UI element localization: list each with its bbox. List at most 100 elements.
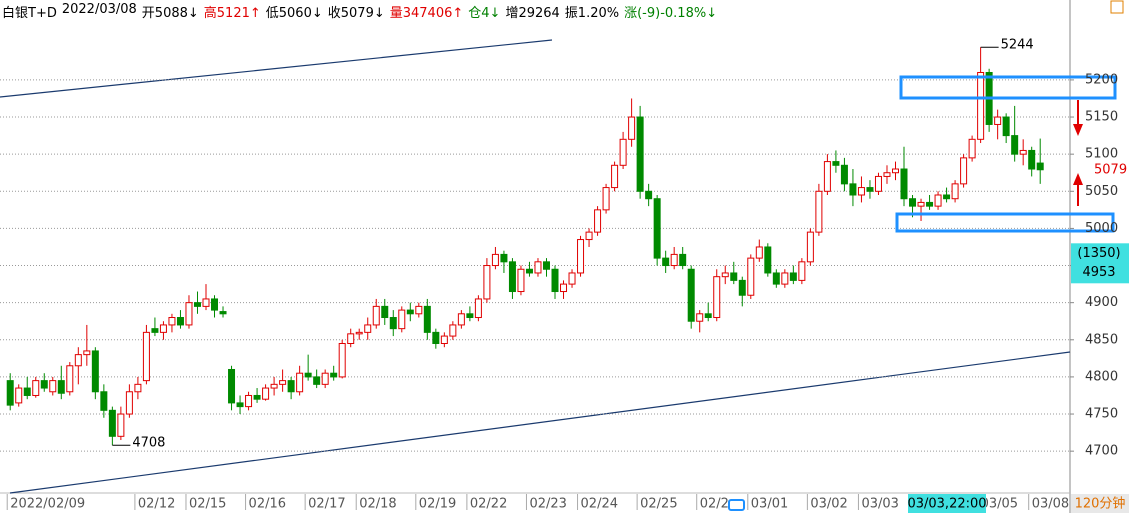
candle-body <box>730 272 738 281</box>
y-tick-label: 5150 <box>1085 110 1118 125</box>
candle-body <box>585 231 593 241</box>
scroll-icon[interactable] <box>728 499 745 511</box>
candle-body <box>696 313 704 322</box>
candle-body <box>1028 149 1036 170</box>
candle-body <box>321 372 329 385</box>
x-tick-label: 03/08 <box>1032 497 1069 512</box>
candle-body <box>891 168 899 174</box>
cursor-time-box <box>908 494 986 513</box>
candle-body <box>415 305 423 315</box>
candle-body <box>687 268 695 322</box>
header-item: 量347406↑ <box>389 6 464 21</box>
candle-body <box>32 380 40 396</box>
x-tick-label: 03/05 <box>981 497 1018 512</box>
cursor-time: 03/03,22:00 <box>907 497 986 512</box>
candle-body <box>15 387 23 404</box>
x-tick-label: 02/22 <box>470 497 507 512</box>
candle-body <box>270 383 278 389</box>
candle-body <box>909 198 917 207</box>
settings-icon[interactable] <box>1110 0 1124 14</box>
candle-body <box>347 333 355 345</box>
candle-body <box>517 268 525 293</box>
candle-body <box>1019 149 1027 155</box>
x-tick-label: 03/02 <box>810 497 847 512</box>
x-tick-label: 2022/02/09 <box>10 497 85 512</box>
candle-body <box>645 190 653 200</box>
candle-body <box>176 317 184 326</box>
min-label: 4708 <box>132 436 165 451</box>
candle-body <box>202 298 210 307</box>
candle-body <box>91 350 99 393</box>
candle-body <box>279 380 287 385</box>
candle-body <box>806 231 814 263</box>
candle-body <box>432 331 440 345</box>
candle-body <box>619 138 627 166</box>
y-tick-label: 4900 <box>1085 295 1118 310</box>
trend-line <box>0 39 553 98</box>
candle-body <box>577 239 585 274</box>
candle-body <box>917 201 925 207</box>
candle-body <box>134 383 142 393</box>
candle-body <box>381 305 389 319</box>
candle-body <box>628 116 636 140</box>
candle-body <box>542 261 550 270</box>
candle-body <box>125 391 133 415</box>
candle-body <box>211 298 219 311</box>
candle-body <box>6 380 14 406</box>
header-item: 仓4↓ <box>468 6 501 21</box>
candle-body <box>849 183 857 196</box>
candle-body <box>74 354 82 367</box>
candle-body <box>219 311 227 315</box>
candle-body <box>193 302 201 307</box>
candle-body <box>245 394 253 408</box>
cursor-box <box>1071 243 1129 284</box>
x-tick-label: 02/17 <box>308 497 345 512</box>
candle-body <box>781 272 789 285</box>
candle-body <box>951 183 959 200</box>
period-label[interactable]: 120分钟 <box>1075 496 1126 512</box>
arrow-up <box>1073 173 1083 206</box>
candle-body <box>57 380 65 394</box>
arrow-down <box>1073 100 1083 136</box>
candle-body <box>653 198 661 259</box>
period-box <box>1071 494 1129 513</box>
candle-body <box>594 209 602 233</box>
candle-body <box>168 317 176 326</box>
y-tick-label: 4850 <box>1085 332 1118 347</box>
candle-body <box>1011 135 1019 155</box>
candle-body <box>968 138 976 159</box>
candle-body <box>611 164 619 189</box>
candle-body <box>926 201 934 207</box>
header-item: 高5121↑ <box>203 6 261 21</box>
candle-body <box>364 324 372 333</box>
candle-body <box>832 161 840 166</box>
x-tick-label: 02/12 <box>138 497 175 512</box>
x-tick-label: 02/24 <box>581 497 618 512</box>
candle-body <box>108 409 116 437</box>
header-item: 涨(-9)-0.18%↓ <box>624 6 718 21</box>
x-tick-label: 02/25 <box>640 497 677 512</box>
candle-body <box>49 380 57 393</box>
candle-body <box>262 387 270 400</box>
candle-body <box>670 253 678 267</box>
header-item: 2022/03/08 <box>61 2 137 17</box>
candle-body <box>389 317 397 330</box>
candle-body <box>1002 116 1010 137</box>
candle-body <box>866 187 874 192</box>
candle-body <box>355 331 363 335</box>
candle-body <box>747 257 755 296</box>
candle-body <box>304 372 312 378</box>
candle-body <box>483 265 491 300</box>
header-item: 低5060↓ <box>265 6 323 21</box>
candle-body <box>713 276 721 319</box>
max-label: 5244 <box>1001 38 1034 53</box>
candle-body <box>466 313 474 319</box>
candle-body <box>840 164 848 185</box>
trend-line <box>9 351 1071 494</box>
candle-body <box>66 365 74 393</box>
candle-body <box>704 313 712 319</box>
candle-body <box>159 324 167 333</box>
